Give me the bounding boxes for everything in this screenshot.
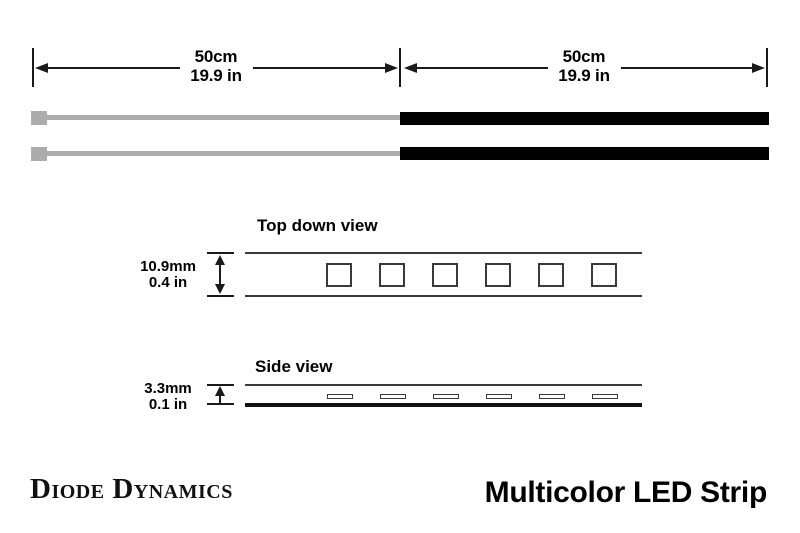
wire-connector [31,147,47,161]
brand-logo-text: Diode Dynamics [30,473,233,505]
dimension-line [417,67,548,69]
arrow-right-icon [752,63,765,73]
segment2-length-in: 19.9 in [558,66,610,85]
segment2-length-label: 50cm 19.9 in [534,47,634,85]
segment1-length-in: 19.9 in [190,66,242,85]
led-side-profile [380,394,406,399]
dimension-line [621,67,752,69]
product-title: Multicolor LED Strip [484,476,768,509]
top-down-led-row [326,263,617,287]
strip-body [400,147,769,160]
dimension-cap-bottom [207,295,234,297]
strip-body [400,112,769,125]
dimension-line [253,67,386,69]
arrow-down-icon [215,284,225,294]
led-square [538,263,564,287]
led-square [326,263,352,287]
arrow-left-icon [404,63,417,73]
dimension-cap-top [207,252,234,254]
dimension-shaft [219,392,221,403]
led-square [379,263,405,287]
segment1-length-cm: 50cm [194,47,238,66]
thickness-in: 0.1 in [148,396,188,413]
dimension-cap-top [207,384,234,386]
led-square [591,263,617,287]
top-down-view-label: Top down view [257,216,378,235]
wire-connector [31,111,47,125]
dimension-line [48,67,180,69]
side-view-label: Side view [255,357,333,376]
led-side-profile [592,394,618,399]
width-dimension-label: 10.9mm 0.4 in [118,259,218,291]
thickness-dimension-label: 3.3mm 0.1 in [118,381,218,413]
side-view-led-row [327,394,618,399]
strip-edge-bottom [245,295,642,297]
led-side-profile [327,394,353,399]
led-side-profile [486,394,512,399]
power-wire [47,115,400,120]
strip-top-surface [245,384,642,386]
dimension-cap-bottom [207,403,234,405]
arrow-up-icon [215,255,225,265]
dimension-shaft [219,260,221,290]
led-square [485,263,511,287]
power-wire [47,151,400,156]
led-side-profile [539,394,565,399]
dimension-tick-left [32,48,34,87]
segment2-length-cm: 50cm [562,47,606,66]
led-side-profile [433,394,459,399]
arrow-up-icon [215,386,225,396]
strip-edge-top [245,252,642,254]
dimension-tick-middle [399,48,401,87]
width-in: 0.4 in [148,274,188,291]
thickness-mm: 3.3mm [144,380,192,397]
segment1-length-label: 50cm 19.9 in [166,47,266,85]
strip-base [245,403,642,407]
width-mm: 10.9mm [140,258,196,275]
dimension-tick-right [766,48,768,87]
led-square [432,263,458,287]
arrow-left-icon [35,63,48,73]
arrow-right-icon [385,63,398,73]
